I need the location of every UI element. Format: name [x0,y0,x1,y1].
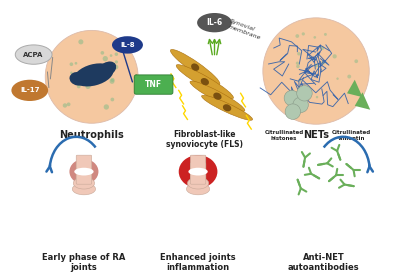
Circle shape [296,61,299,65]
Circle shape [100,51,104,55]
FancyBboxPatch shape [134,75,173,94]
Ellipse shape [98,61,116,77]
Circle shape [297,52,301,55]
Text: Fibroblast-like
synoviocyte (FLS): Fibroblast-like synoviocyte (FLS) [166,130,243,149]
Text: Citrullinated
vimentin: Citrullinated vimentin [332,130,372,141]
Circle shape [296,34,299,38]
Polygon shape [347,80,362,97]
Circle shape [87,70,92,74]
Ellipse shape [70,159,98,184]
Circle shape [314,36,316,39]
Ellipse shape [213,93,222,100]
Circle shape [347,75,351,78]
FancyBboxPatch shape [76,163,92,192]
Text: Enhanced joints
inflammation: Enhanced joints inflammation [160,253,236,272]
Circle shape [316,96,318,98]
Text: NETs: NETs [303,130,329,140]
Text: Early phase of RA
joints: Early phase of RA joints [42,253,126,272]
Circle shape [285,104,300,119]
Ellipse shape [15,45,52,64]
FancyBboxPatch shape [76,155,92,184]
Circle shape [332,54,337,58]
Circle shape [321,61,325,65]
Circle shape [63,103,67,108]
Polygon shape [355,92,370,110]
Circle shape [110,78,114,82]
Circle shape [293,97,308,113]
Text: Anti-NET
autoantibodies: Anti-NET autoantibodies [288,253,360,272]
FancyBboxPatch shape [190,155,206,184]
Ellipse shape [73,177,94,189]
Text: IL-17: IL-17 [20,87,40,93]
Circle shape [45,30,138,123]
Ellipse shape [201,78,209,85]
Circle shape [298,79,301,82]
Ellipse shape [202,95,252,120]
Text: Neutrophils: Neutrophils [59,130,124,140]
Text: Synovial
membrane: Synovial membrane [227,19,263,41]
Circle shape [114,52,118,56]
Circle shape [302,32,305,35]
Circle shape [114,65,118,69]
Circle shape [103,56,108,61]
Ellipse shape [170,49,220,85]
Circle shape [354,59,358,63]
Ellipse shape [74,168,94,176]
Ellipse shape [70,72,87,86]
Ellipse shape [179,155,218,188]
Circle shape [324,33,327,36]
Ellipse shape [190,81,245,111]
Ellipse shape [112,36,143,54]
Circle shape [296,65,300,68]
Circle shape [110,54,112,57]
Ellipse shape [188,177,209,189]
Ellipse shape [72,183,96,195]
Ellipse shape [197,13,232,32]
Circle shape [78,39,84,44]
Text: ACPA: ACPA [24,52,44,58]
Circle shape [315,64,318,67]
Text: IL-6: IL-6 [206,18,222,27]
Circle shape [284,90,300,106]
Circle shape [294,104,296,107]
Circle shape [74,62,77,65]
Ellipse shape [176,65,234,99]
Ellipse shape [223,104,231,111]
Text: Citrullinated
histones: Citrullinated histones [264,130,304,141]
Circle shape [336,78,339,80]
Circle shape [85,84,90,89]
Circle shape [111,62,115,67]
FancyBboxPatch shape [190,163,206,192]
Ellipse shape [184,159,212,184]
Circle shape [110,79,114,84]
Circle shape [77,84,81,88]
Ellipse shape [11,80,48,101]
Circle shape [263,18,369,124]
Ellipse shape [186,183,210,195]
Text: TNF: TNF [145,80,162,89]
Circle shape [115,60,118,64]
Circle shape [104,104,109,110]
Ellipse shape [191,63,199,71]
Circle shape [67,102,70,106]
Ellipse shape [74,63,114,86]
Circle shape [297,86,312,101]
Circle shape [70,62,73,66]
Ellipse shape [188,168,208,176]
Text: IL-8: IL-8 [120,42,135,48]
Circle shape [300,91,304,96]
Circle shape [320,46,324,50]
Circle shape [110,98,114,101]
Circle shape [70,71,73,74]
